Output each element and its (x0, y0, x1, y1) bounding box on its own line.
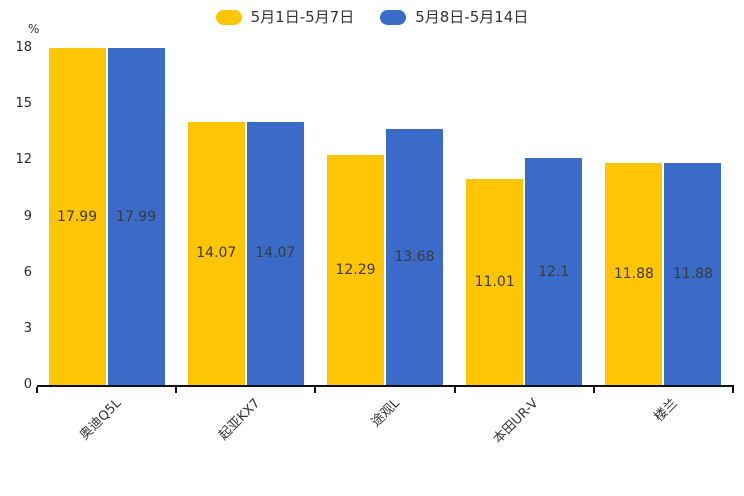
x-axis-category-label: 奥迪Q5L (77, 396, 125, 444)
chart-legend: 5月1日-5月7日 5月8日-5月14日 (0, 7, 744, 27)
bar-value-label: 17.99 (116, 208, 157, 225)
bar-value-label: 12.1 (538, 263, 570, 280)
bar-value-label: 11.01 (474, 273, 515, 290)
bar-本田UR-V-series-1[interactable] (466, 178, 524, 385)
bar-途观L-series-1[interactable] (327, 154, 384, 385)
legend-label: 5月1日-5月7日 (250, 8, 355, 26)
x-axis-line (37, 385, 734, 387)
y-axis-unit-label: % (28, 22, 40, 36)
bar-楼兰-series-2[interactable] (664, 162, 722, 385)
legend-swatch-icon (215, 9, 242, 25)
y-axis-tick-label: 3 (23, 320, 32, 336)
bar-value-label: 13.68 (394, 248, 435, 265)
x-axis-tick-mark (732, 387, 734, 393)
x-axis-tick-mark (314, 387, 317, 393)
x-axis-category-label: 起亚KX7 (216, 396, 264, 444)
bar-value-label: 14.07 (255, 245, 296, 262)
bar-途观L-series-2[interactable] (386, 128, 443, 385)
bar-value-label: 11.88 (672, 265, 713, 282)
x-axis-category-label: 楼兰 (652, 396, 682, 426)
x-axis-tick-mark (453, 387, 456, 393)
bar-奥迪Q5L-series-2[interactable] (107, 48, 165, 385)
x-axis-tick-mark (175, 387, 178, 393)
bar-value-label: 11.88 (613, 265, 654, 282)
x-axis-category-label: 途观L (368, 396, 403, 431)
y-axis-tick-label: 0 (23, 377, 32, 392)
y-axis-tick-label: 18 (15, 40, 32, 55)
legend-swatch-icon (380, 9, 407, 25)
legend-item-series-2[interactable]: 5月8日-5月14日 (380, 7, 528, 27)
bar-本田UR-V-series-2[interactable] (525, 158, 583, 385)
y-axis-tick-label: 12 (15, 152, 32, 168)
x-axis-tick-mark (592, 387, 595, 393)
y-axis-tick-label: 9 (23, 208, 32, 224)
bar-value-label: 12.29 (335, 261, 376, 278)
x-axis-tick-mark (36, 387, 38, 393)
bar-奥迪Q5L-series-1[interactable] (48, 48, 106, 385)
legend-item-series-1[interactable]: 5月1日-5月7日 (215, 7, 355, 27)
bar-value-label: 17.99 (57, 208, 98, 225)
y-axis-tick-label: 15 (15, 96, 32, 112)
bar-楼兰-series-1[interactable] (605, 162, 663, 385)
x-axis-category-label: 本田UR-V (491, 396, 542, 447)
bar-起亚KX7-series-1[interactable] (187, 121, 245, 385)
y-axis-tick-label: 6 (23, 264, 32, 280)
bar-起亚KX7-series-2[interactable] (246, 121, 304, 385)
legend-label: 5月8日-5月14日 (415, 8, 529, 26)
bar-value-label: 14.07 (196, 245, 237, 262)
